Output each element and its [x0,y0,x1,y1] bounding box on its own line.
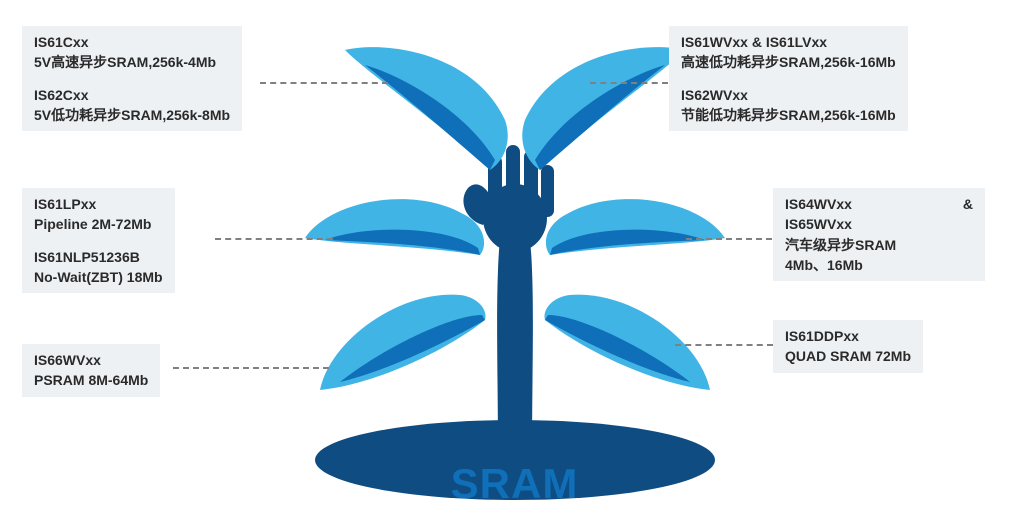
connector [173,367,329,369]
label-line: IS61WVxx & IS61LVxx [681,32,896,52]
connector [215,238,333,240]
label-line: No-Wait(ZBT) 18Mb [34,267,163,287]
label-line: 节能低功耗异步SRAM,256k-16Mb [681,105,896,125]
label-line: 5V高速异步SRAM,256k-4Mb [34,52,230,72]
title: SRAM [451,460,579,508]
label-line: Pipeline 2M-72Mb [34,214,163,234]
box-mid-left: IS61LPxx Pipeline 2M-72Mb IS61NLP51236B … [22,188,175,293]
label-line: IS61NLP51236B [34,247,163,267]
label-line: IS61LPxx [34,194,163,214]
label-line: PSRAM 8M-64Mb [34,370,148,390]
label-line: 汽车级异步SRAM [785,235,973,255]
label-line: IS66WVxx [34,350,148,370]
label-line: 5V低功耗异步SRAM,256k-8Mb [34,105,230,125]
label-line: IS62Cxx [34,85,230,105]
connector [686,238,772,240]
box-bot-left: IS66WVxx PSRAM 8M-64Mb [22,344,160,397]
label-line: IS61DDPxx [785,326,911,346]
connector [590,82,668,84]
box-top-right: IS61WVxx & IS61LVxx 高速低功耗异步SRAM,256k-16M… [669,26,908,131]
label-line: 高速低功耗异步SRAM,256k-16Mb [681,52,896,72]
box-mid-right: IS64WVxx & IS65WVxx 汽车级异步SRAM 4Mb、16Mb [773,188,985,281]
label-line: IS61Cxx [34,32,230,52]
label-line: IS64WVxx [785,194,852,214]
box-top-left: IS61Cxx 5V高速异步SRAM,256k-4Mb IS62Cxx 5V低功… [22,26,242,131]
label-line: & [963,194,973,214]
box-bot-right: IS61DDPxx QUAD SRAM 72Mb [773,320,923,373]
connector [260,82,388,84]
label-line: 4Mb、16Mb [785,255,973,275]
label-line: QUAD SRAM 72Mb [785,346,911,366]
connector [675,344,773,346]
label-line: IS65WVxx [785,214,973,234]
label-line: IS62WVxx [681,85,896,105]
